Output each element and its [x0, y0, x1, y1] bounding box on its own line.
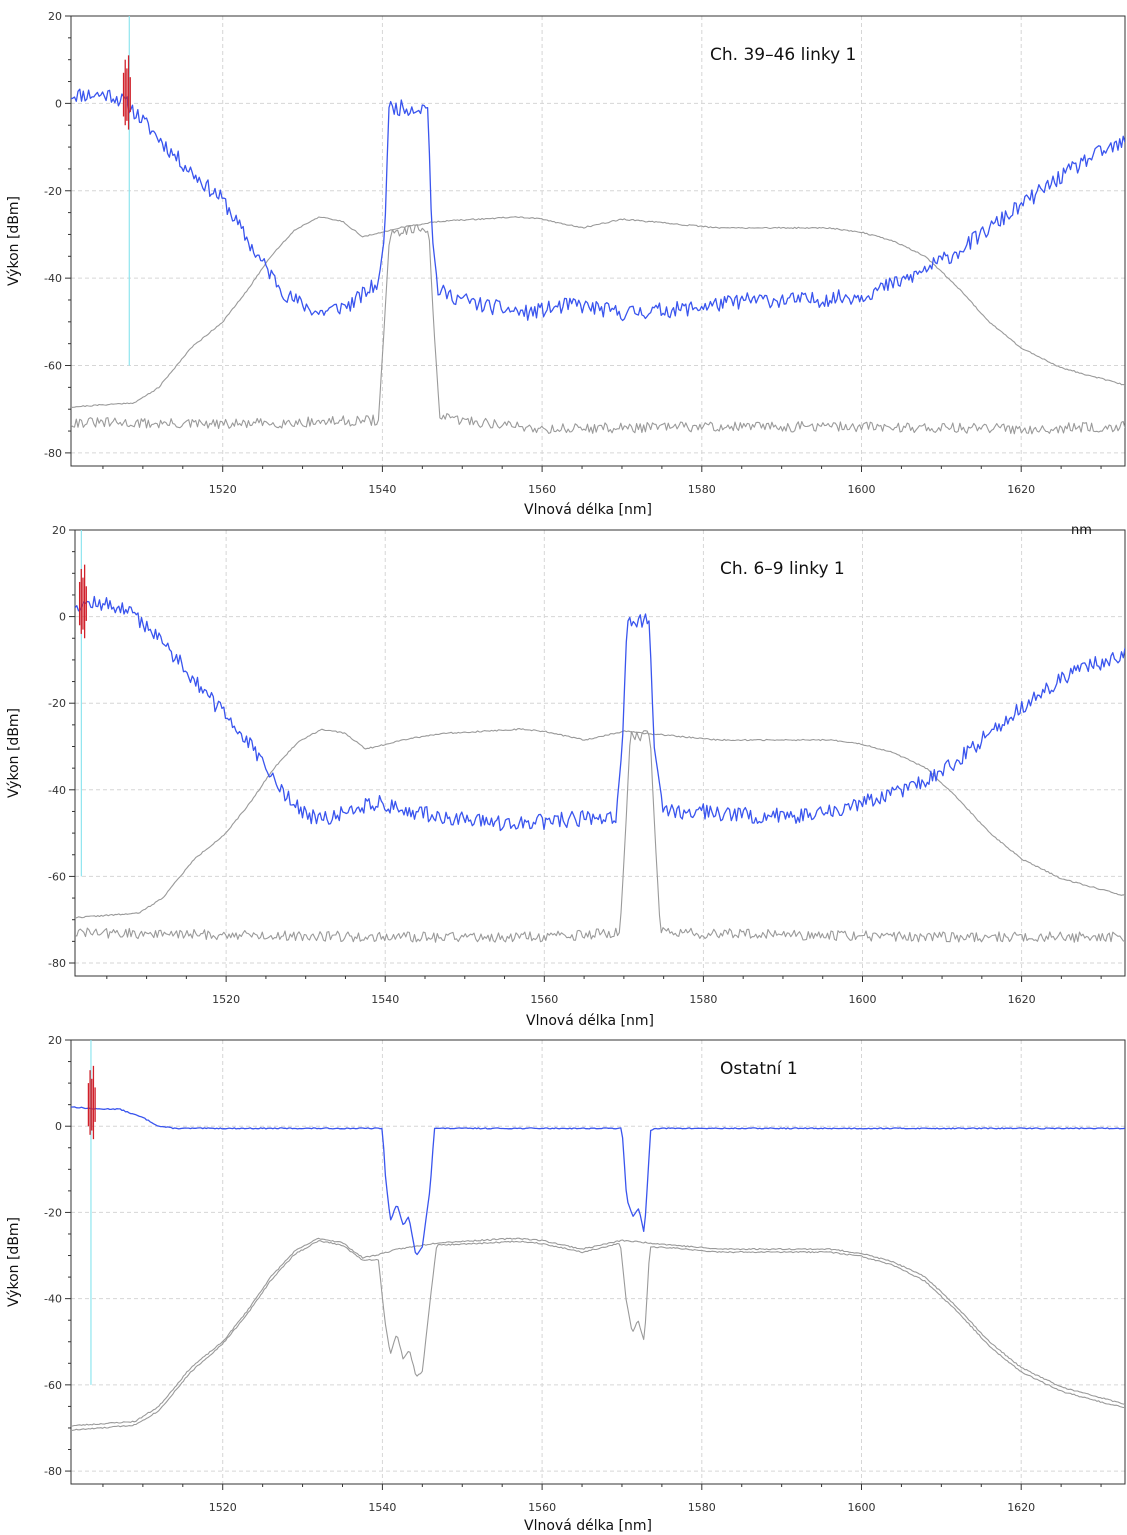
signal-trace-line	[75, 595, 1125, 832]
y-axis-label: Výkon [dBm]	[6, 708, 22, 798]
plot-frame	[70, 1039, 1126, 1485]
y-tick-label: 0	[55, 1120, 62, 1133]
x-tick-label: 1600	[848, 483, 876, 496]
x-tick-label: 1520	[212, 993, 240, 1006]
y-axis-label: Výkon [dBm]	[6, 1217, 22, 1307]
reference-trace-line	[75, 728, 1125, 919]
marker-spikes[interactable]	[87, 1065, 96, 1140]
x-axis-label: Vlnová délka [nm]	[526, 1013, 654, 1029]
marker-spikes[interactable]	[122, 55, 131, 130]
spectrum-chart-ch39-46: 20 0 -20 -40 -60 -80 1520 1540 1560 1580 1600 1620 V…	[6, 10, 1126, 518]
x-tick-label: 1580	[688, 1501, 716, 1514]
x-tick-label: 1540	[368, 1501, 396, 1514]
y-axis-label: Výkon [dBm]	[6, 196, 22, 286]
y-tick-label: -20	[44, 1206, 62, 1219]
x-tick-label: 1560	[530, 993, 558, 1006]
y-tick-label: -80	[48, 957, 66, 970]
signal-trace-line	[71, 88, 1125, 322]
plot-area	[75, 530, 1125, 943]
y-tick-label: -80	[44, 447, 62, 460]
x-tick-label: 1560	[528, 1501, 556, 1514]
y-tick-label: -40	[44, 272, 62, 285]
y-tick-label: 0	[59, 611, 66, 624]
plot-frame	[74, 529, 1126, 977]
y-tick-label: -20	[48, 697, 66, 710]
reference-trace-line	[75, 730, 1125, 943]
chart-title: Ch. 39–46 linky 1	[710, 45, 856, 65]
x-tick-label: 1600	[849, 993, 877, 1006]
reference-trace-line	[71, 224, 1125, 435]
y-tick-label: -20	[44, 185, 62, 198]
reference-trace-line	[71, 1240, 1125, 1431]
y-tick-label: -80	[44, 1465, 62, 1478]
grid	[71, 15, 1125, 466]
x-tick-label: 1620	[1007, 483, 1035, 496]
x-tick-label: 1540	[371, 993, 399, 1006]
marker-spikes[interactable]	[78, 564, 87, 639]
y-tick-label: 0	[55, 97, 62, 110]
axis-ticks	[65, 15, 1102, 472]
spectrum-chart-ostatni: 20 0 -20 -40 -60 -80 1520 1540 1560 1580 1600 1620 V…	[6, 1034, 1126, 1534]
x-tick-label: 1620	[1007, 1501, 1035, 1514]
x-tick-label: 1520	[209, 1501, 237, 1514]
x-tick-label: 1580	[689, 993, 717, 1006]
y-tick-label: -40	[48, 784, 66, 797]
x-tick-label: 1540	[368, 483, 396, 496]
x-axis-label: Vlnová délka [nm]	[524, 1518, 652, 1534]
spectrum-chart-ch6-9: 20 0 -20 -40 -60 -80 1520 1540 1560 1580 1600 1620 V…	[6, 523, 1126, 1029]
y-tick-label: -40	[44, 1293, 62, 1306]
y-tick-label: -60	[44, 360, 62, 373]
y-tick-label: 20	[48, 1034, 62, 1047]
grid	[71, 1039, 1125, 1484]
unit-note: nm	[1071, 523, 1092, 538]
axis-ticks	[65, 1039, 1102, 1490]
y-tick-label: 20	[52, 524, 66, 537]
y-tick-label: -60	[44, 1379, 62, 1392]
x-axis-label: Vlnová délka [nm]	[524, 502, 652, 518]
x-tick-label: 1560	[528, 483, 556, 496]
chart-title: Ostatní 1	[720, 1059, 798, 1079]
grid	[75, 529, 1125, 976]
x-tick-label: 1620	[1008, 993, 1036, 1006]
x-tick-label: 1520	[209, 483, 237, 496]
axis-ticks	[69, 529, 1102, 982]
reference-trace-line	[71, 1237, 1125, 1427]
chart-title: Ch. 6–9 linky 1	[720, 559, 845, 579]
y-tick-label: 20	[48, 10, 62, 23]
plot-area	[71, 16, 1125, 435]
signal-trace-line	[71, 1106, 1125, 1256]
y-tick-label: -60	[48, 870, 66, 883]
reference-trace-line	[71, 216, 1125, 408]
x-tick-label: 1580	[688, 483, 716, 496]
x-tick-label: 1600	[848, 1501, 876, 1514]
plot-area	[71, 1040, 1125, 1431]
plot-frame	[70, 15, 1126, 467]
